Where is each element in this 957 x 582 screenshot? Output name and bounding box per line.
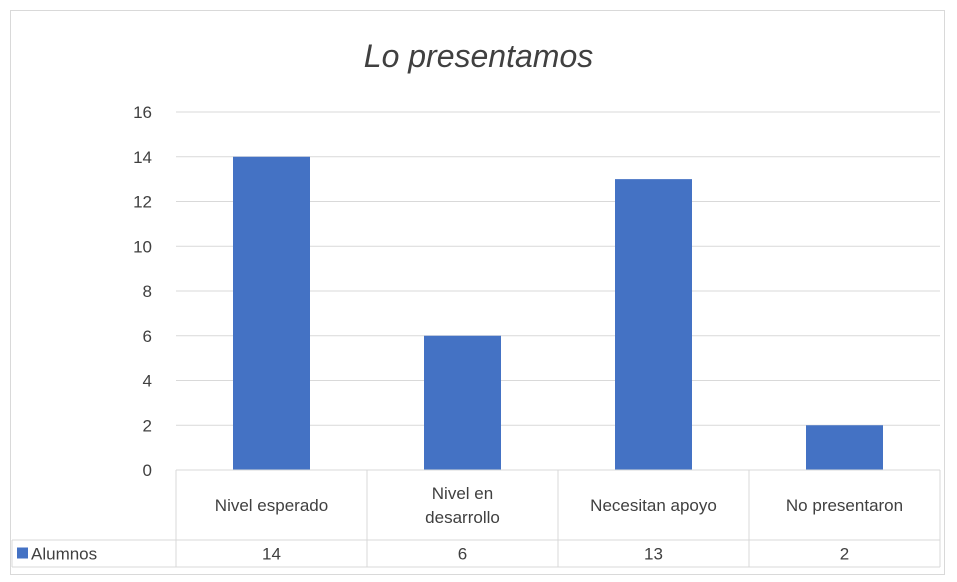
bar: [615, 179, 692, 470]
chart-frame: [10, 10, 945, 575]
bar: [424, 335, 501, 470]
legend-key: [17, 547, 28, 559]
category-label: desarrollo: [425, 508, 500, 527]
chart-title: Lo presentamos: [363, 38, 594, 74]
y-tick-label: 4: [143, 372, 152, 391]
bar: [233, 156, 310, 470]
y-tick-label: 2: [143, 416, 152, 435]
category-label: Nivel esperado: [215, 496, 328, 515]
y-tick-label: 16: [133, 103, 152, 122]
y-tick-label: 12: [133, 193, 152, 212]
data-table-value: 2: [840, 545, 849, 564]
data-table-value: 6: [458, 545, 467, 564]
category-label: Nivel en: [432, 484, 493, 503]
category-label: No presentaron: [786, 496, 903, 515]
y-tick-label: 14: [133, 148, 152, 167]
legend-label: Alumnos: [31, 545, 97, 564]
y-tick-label: 0: [143, 461, 152, 480]
bar: [806, 425, 883, 470]
y-tick-label: 8: [143, 282, 152, 301]
data-table-value: 14: [262, 545, 281, 564]
y-tick-label: 10: [133, 237, 152, 256]
data-table-value: 13: [644, 545, 663, 564]
y-tick-label: 6: [143, 327, 152, 346]
category-label: Necesitan apoyo: [590, 496, 717, 515]
